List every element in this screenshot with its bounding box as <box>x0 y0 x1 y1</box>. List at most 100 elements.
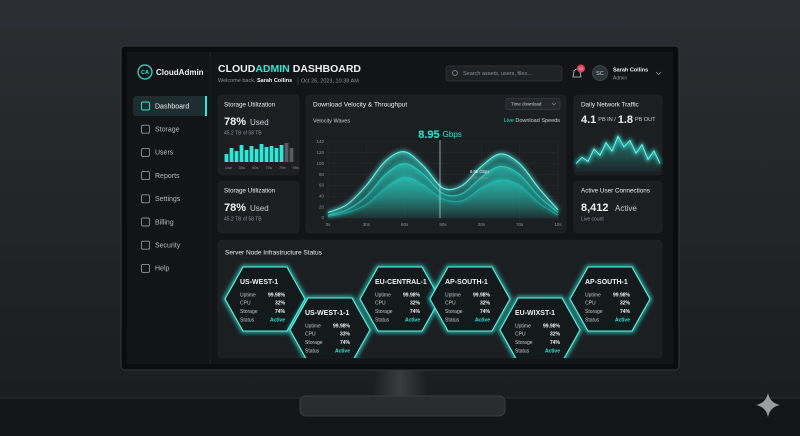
hex <box>569 266 651 332</box>
live: Live <box>504 118 514 124</box>
dropdown-chevron <box>551 102 557 106</box>
nav-item[interactable]: Storage <box>141 124 180 134</box>
server-node[interactable]: US-WEST-1-1 Uptime 99.98% CPU 33% Storage 74% S… <box>288 296 372 362</box>
node-value: 99.98% <box>543 323 561 329</box>
node-value: 32% <box>480 301 491 307</box>
nav-item[interactable]: Help <box>141 263 170 273</box>
brand: CloudAdmin <box>156 68 204 77</box>
storage-bar <box>254 149 259 162</box>
server-node[interactable]: AP-SOUTH-1 Uptime 99.98% CPU 32% Storage 74% St… <box>568 265 652 333</box>
node-value: Active <box>270 318 285 324</box>
out-unit: PB OUT <box>635 117 656 123</box>
storage-bar <box>234 151 239 162</box>
speed-unit: Gbps <box>443 130 462 139</box>
sparkle-icon <box>756 393 780 417</box>
node-value: 74% <box>340 340 351 346</box>
node-name: AP-SOUTH-1 <box>445 279 488 286</box>
y-tick-label: 100 <box>316 161 324 166</box>
nav-active-bar <box>205 96 207 116</box>
bar-label: 70s <box>266 165 272 170</box>
wave-line <box>327 151 559 214</box>
node-label: Status <box>515 349 530 355</box>
server-node[interactable]: AP-SOUTH-1 Uptime 99.98% CPU 32% Storage 74% St… <box>428 265 512 333</box>
node-label: CPU <box>515 332 526 338</box>
node-value: Active <box>475 318 490 324</box>
tooltip-value: 8.95 Gbps <box>470 169 489 174</box>
server-node[interactable]: EU-WIXST-1 Uptime 99.98% CPU 32% Storage 74% St… <box>498 296 582 362</box>
nav-item[interactable]: Reports <box>141 171 181 181</box>
storage-value: 78% <box>224 116 246 128</box>
out-value: 1.8 <box>618 114 633 126</box>
nav-item[interactable]: Billing <box>141 217 174 227</box>
connections-card <box>573 180 663 234</box>
search-box[interactable] <box>445 65 563 82</box>
dropdown-label: Time download <box>511 101 542 106</box>
card-title: Storage Utilization <box>224 188 276 195</box>
nav-icon <box>141 101 150 111</box>
traffic-area <box>576 136 660 172</box>
traffic-line <box>575 135 661 164</box>
chevron[interactable] <box>655 71 662 76</box>
storage-unit: Used <box>250 118 269 127</box>
connections-unit: Active <box>615 204 637 213</box>
connections-note: Live count <box>581 216 604 222</box>
node-name: US-WEST-1-1 <box>305 310 349 317</box>
live-rest: Download Speeds <box>515 118 560 124</box>
nav-item[interactable]: Users <box>141 147 174 157</box>
tooltip-sub: 8.95 Gbps <box>470 176 488 180</box>
avatar[interactable] <box>592 65 608 81</box>
y-tick-label: 20 <box>319 204 325 209</box>
node-label: Storage <box>375 309 393 315</box>
node-value: 32% <box>550 332 561 338</box>
user-name: Sarah Collins <box>613 67 648 73</box>
server-node[interactable]: US-WEST-1 Uptime 99.98% CPU 32% Storage 74% Sta… <box>223 265 307 333</box>
x-tick-label: 70s <box>516 222 524 227</box>
search-placeholder: Search assets, users, files... <box>463 71 532 77</box>
node-label: Storage <box>445 309 463 315</box>
nav-label: Storage <box>155 127 180 134</box>
node-value: 74% <box>550 340 561 346</box>
nav-label: Help <box>155 266 170 273</box>
welcome-line: Welcome back, Sarah Collins <box>218 78 292 84</box>
node-name: EU-CENTRAL-1 <box>375 279 427 286</box>
x-tick-label: 20s <box>478 222 486 227</box>
node-value: 99.98% <box>473 292 491 298</box>
title-part: ADMIN <box>255 63 289 75</box>
node-label: CPU <box>305 332 316 338</box>
node-label: Status <box>375 318 390 324</box>
node-value: Active <box>405 318 420 324</box>
node-label: Uptime <box>375 292 391 298</box>
storage-value: 78% <box>224 202 246 214</box>
connections-value: 8,412 <box>581 202 609 214</box>
storage-bar <box>264 147 269 162</box>
node-label: CPU <box>445 301 456 307</box>
nav-icon <box>141 263 150 273</box>
storage-bar <box>244 150 249 162</box>
wave-area <box>328 151 558 218</box>
node-value: 99.98% <box>403 292 421 298</box>
dropdown[interactable] <box>505 98 561 110</box>
y-tick-label: 0 <box>321 215 324 220</box>
card-title: Server Node Infrastructure Status <box>225 250 323 257</box>
stand-neck <box>372 368 428 400</box>
node-value: 99.98% <box>333 323 351 329</box>
nav-icon <box>141 194 150 204</box>
x-tick-label: 90s <box>439 222 447 227</box>
y-tick-label: 140 <box>316 139 324 144</box>
nav-item[interactable]: Security <box>141 240 181 250</box>
node-label: CPU <box>240 301 251 307</box>
node-label: Uptime <box>445 292 461 298</box>
node-value: Active <box>335 349 350 355</box>
nav-icon <box>141 240 150 250</box>
nav-item[interactable]: Dashboard <box>133 96 207 116</box>
bar-label: 50s <box>252 165 258 170</box>
y-tick-label: 80 <box>319 172 325 177</box>
server-node[interactable]: EU-CENTRAL-1 Uptime 99.98% CPU 32% Storage 74%… <box>358 265 442 333</box>
storage-bar <box>289 148 294 162</box>
node-label: Status <box>585 318 600 324</box>
nav-label: Dashboard <box>155 103 189 110</box>
nav-label: Billing <box>155 219 174 226</box>
nav-item[interactable]: Settings <box>141 194 181 204</box>
stand-base <box>299 395 506 417</box>
